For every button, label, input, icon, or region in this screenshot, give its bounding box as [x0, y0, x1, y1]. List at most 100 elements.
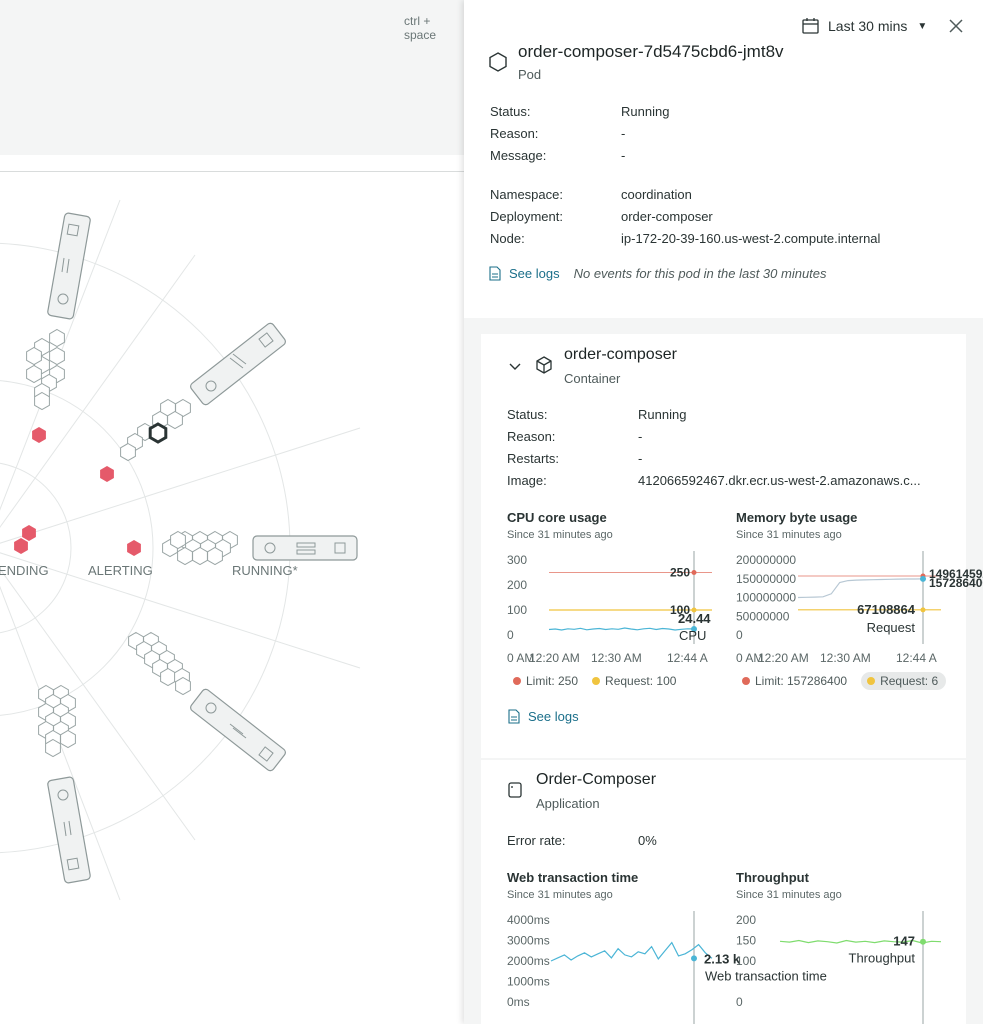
- cpu-legend-limit[interactable]: Limit: 250: [513, 674, 578, 688]
- y-tick-label: 4000ms: [507, 913, 550, 927]
- memory-chart-subtitle: Since 31 minutes ago: [736, 529, 842, 541]
- container-name: order-composer: [564, 346, 677, 363]
- memory-chart: Memory byte usage Since 31 minutes ago 2…: [736, 510, 983, 690]
- request-value-label: 100: [670, 603, 690, 617]
- application-icon: [508, 782, 522, 798]
- web-transaction-series-label: Web transaction time: [705, 968, 827, 983]
- alerting-pod-hex[interactable]: [127, 540, 141, 556]
- request-point: [691, 607, 697, 613]
- pod-see-logs-link[interactable]: See logs: [509, 266, 560, 281]
- throughput-line: [779, 939, 942, 944]
- web-transaction-chart-subtitle: Since 31 minutes ago: [507, 889, 613, 901]
- y-tick-label: 1000ms: [507, 975, 550, 989]
- usage-point: [691, 626, 697, 632]
- pod-hex[interactable]: [170, 530, 186, 550]
- pod-hex[interactable]: [177, 546, 193, 566]
- memory-value-label: 149614592: [929, 567, 983, 581]
- keyboard-hint: ctrl + space: [404, 14, 437, 42]
- container-see-logs-link[interactable]: See logs: [528, 709, 579, 724]
- throughput-series-label: Throughput: [849, 951, 916, 966]
- pod-logs-row: See logs No events for this pod in the l…: [489, 266, 827, 281]
- web-transaction-value-label: 2.13 k: [704, 951, 741, 966]
- usage-point: [920, 575, 926, 582]
- application-kind: Application: [536, 796, 600, 811]
- pod-hex[interactable]: [49, 346, 65, 366]
- hexagon-icon: [489, 52, 507, 72]
- request-dot-icon: [592, 677, 601, 685]
- memory-chart-plot[interactable]: 200000000 150000000 100000000 50000000 0 0 AM…: [736, 546, 983, 665]
- close-icon[interactable]: [948, 18, 964, 34]
- chevron-down-icon: ▼: [917, 20, 928, 32]
- cpu-series-label: CPU: [679, 628, 706, 643]
- y-tick-label: 50000000: [736, 609, 790, 623]
- memory-legend-limit[interactable]: Limit: 157286400: [742, 674, 847, 688]
- request-series-label: Request: [867, 620, 916, 635]
- pod-hex[interactable]: [26, 364, 42, 384]
- cpu-legend: Limit: 250 Request: 100: [513, 674, 690, 688]
- calendar-icon: [802, 18, 819, 34]
- outer-ring: [0, 242, 291, 854]
- container-kind: Container: [564, 371, 621, 386]
- y-tick-label: 100: [507, 603, 527, 617]
- throughput-chart-subtitle: Since 31 minutes ago: [736, 889, 842, 901]
- pod-hex[interactable]: [34, 391, 50, 411]
- container-logs-row: See logs: [508, 709, 579, 724]
- application-card: Order-Composer Application Error rate: 0%…: [481, 760, 966, 1024]
- limit-value-label: 157286400: [929, 576, 983, 590]
- y-tick-label: 100: [736, 954, 756, 968]
- middle-ring: [0, 380, 154, 716]
- memory-legend: Limit: 157286400 Request: 6: [742, 672, 960, 690]
- pod-hexagons: [26, 328, 238, 758]
- pod-hex[interactable]: [207, 546, 223, 566]
- cpu-value-label: 24.44: [678, 611, 711, 626]
- request-point: [920, 607, 926, 613]
- pod-hex[interactable]: [175, 676, 191, 696]
- pod-hex[interactable]: [175, 398, 191, 418]
- alerting-pod-hex[interactable]: [14, 538, 28, 554]
- usage-line: [548, 627, 695, 631]
- memory-legend-request[interactable]: Request: 6: [861, 672, 947, 690]
- time-range-picker[interactable]: Last 30 mins ▼: [802, 16, 927, 36]
- pod-hex[interactable]: [45, 738, 61, 758]
- throughput-chart-title: Throughput: [736, 870, 809, 885]
- pod-hex[interactable]: [26, 346, 42, 366]
- application-name: Order-Composer: [536, 771, 657, 788]
- web-transaction-line: [550, 941, 713, 962]
- node-cards: [47, 212, 358, 884]
- alerting-pod-hex[interactable]: [22, 525, 36, 541]
- container-cube-icon: [536, 356, 552, 374]
- alerting-pod-hex[interactable]: [32, 427, 46, 443]
- pod-hex[interactable]: [167, 410, 183, 430]
- zone-label-pending: ENDING: [0, 563, 49, 578]
- web-transaction-chart: Web transaction time Since 31 minutes ag…: [507, 870, 827, 1024]
- y-tick-label: 2000ms: [507, 954, 550, 968]
- pod-name: order-composer-7d5475cbd6-jmt8v: [518, 42, 784, 61]
- y-tick-label: 200: [736, 913, 756, 927]
- inner-ring: [0, 462, 72, 634]
- x-tick-label: 12:30 AM: [591, 651, 642, 665]
- cluster-explorer: ctrl + space: [0, 0, 464, 1024]
- pod-hex[interactable]: [49, 328, 65, 348]
- node-card-glyphs: [57, 223, 346, 871]
- cpu-chart-title: CPU core usage: [507, 510, 607, 525]
- x-tick-label: 0 AM: [507, 651, 534, 665]
- zone-label-alerting: ALERTING: [88, 563, 153, 578]
- pod-hex[interactable]: [192, 546, 208, 566]
- cpu-legend-request[interactable]: Request: 100: [592, 674, 676, 688]
- time-range-label: Last 30 mins: [828, 18, 908, 34]
- limit-point: [691, 570, 697, 575]
- pod-hex[interactable]: [60, 729, 76, 749]
- pod-hex[interactable]: [160, 667, 176, 687]
- selected-pod-hex[interactable]: [148, 422, 168, 444]
- x-tick-label: 12:44 A: [896, 651, 937, 665]
- y-tick-label: 200: [507, 578, 527, 592]
- alerting-pods: [14, 427, 141, 556]
- alerting-pod-hex[interactable]: [100, 466, 114, 482]
- x-tick-label: 0 AM: [736, 651, 763, 665]
- web-transaction-chart-plot[interactable]: 4000ms 3000ms 2000ms 1000ms 0ms 2.13 k Web tra…: [507, 906, 827, 1024]
- collapse-chevron-icon[interactable]: [509, 363, 521, 371]
- y-tick-label: 300: [507, 553, 527, 567]
- pod-hex[interactable]: [120, 442, 136, 462]
- throughput-chart-plot[interactable]: 200 150 100 0 147 Throughput: [736, 906, 942, 1024]
